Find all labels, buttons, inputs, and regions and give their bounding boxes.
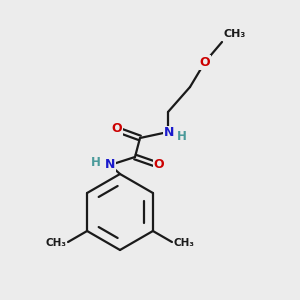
Text: N: N xyxy=(105,158,115,172)
Text: O: O xyxy=(154,158,164,172)
Text: CH₃: CH₃ xyxy=(45,238,66,248)
Text: O: O xyxy=(112,122,122,136)
Text: N: N xyxy=(164,127,174,140)
Text: CH₃: CH₃ xyxy=(223,29,245,39)
Text: H: H xyxy=(91,157,101,169)
Text: CH₃: CH₃ xyxy=(174,238,195,248)
Text: H: H xyxy=(177,130,187,142)
Text: O: O xyxy=(200,56,210,68)
